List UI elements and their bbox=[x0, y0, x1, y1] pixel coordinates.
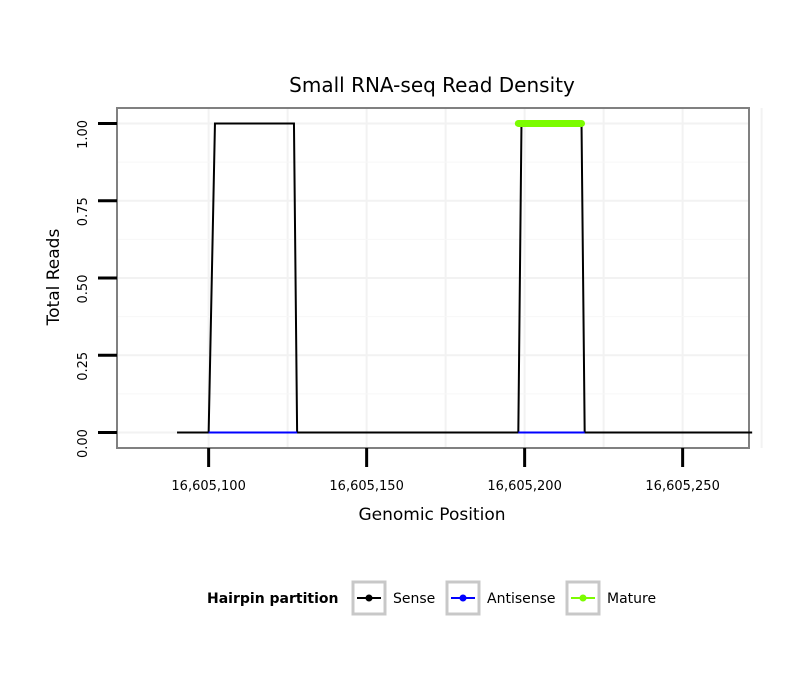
x-axis-title: Genomic Position bbox=[358, 505, 505, 525]
legend: Hairpin partition Sense Antisense Mature bbox=[207, 580, 656, 616]
y-tick-label: 0.25 bbox=[76, 352, 91, 381]
x-tick-label: 16,605,150 bbox=[329, 479, 403, 494]
series-layer bbox=[177, 119, 753, 434]
y-tick-label: 1.00 bbox=[76, 120, 91, 149]
y-tick-label: 0.75 bbox=[76, 197, 91, 226]
y-tick-label: 0.50 bbox=[76, 275, 91, 304]
legend-label: Antisense bbox=[487, 591, 556, 607]
x-tick-label: 16,605,200 bbox=[487, 479, 561, 494]
legend-key-dot bbox=[579, 594, 587, 602]
chart-title: Small RNA-seq Read Density bbox=[289, 73, 575, 97]
x-tick-label: 16,605,100 bbox=[171, 479, 245, 494]
legend-label: Sense bbox=[393, 591, 435, 607]
series-sense-line bbox=[177, 122, 753, 434]
grid bbox=[117, 108, 763, 448]
legend-label: Mature bbox=[607, 591, 656, 607]
legend-title: Hairpin partition bbox=[207, 591, 338, 607]
legend-key-dot bbox=[365, 594, 373, 602]
x-axis: 16,605,100 16,605,150 16,605,200 16,605,250 bbox=[171, 448, 720, 494]
y-axis: 0.00 0.25 0.50 0.75 1.00 bbox=[76, 120, 117, 458]
y-axis-title: Total Reads bbox=[44, 229, 64, 327]
y-tick-label: 0.00 bbox=[76, 429, 91, 458]
legend-key-dot bbox=[459, 594, 467, 602]
x-tick-label: 16,605,250 bbox=[645, 479, 719, 494]
